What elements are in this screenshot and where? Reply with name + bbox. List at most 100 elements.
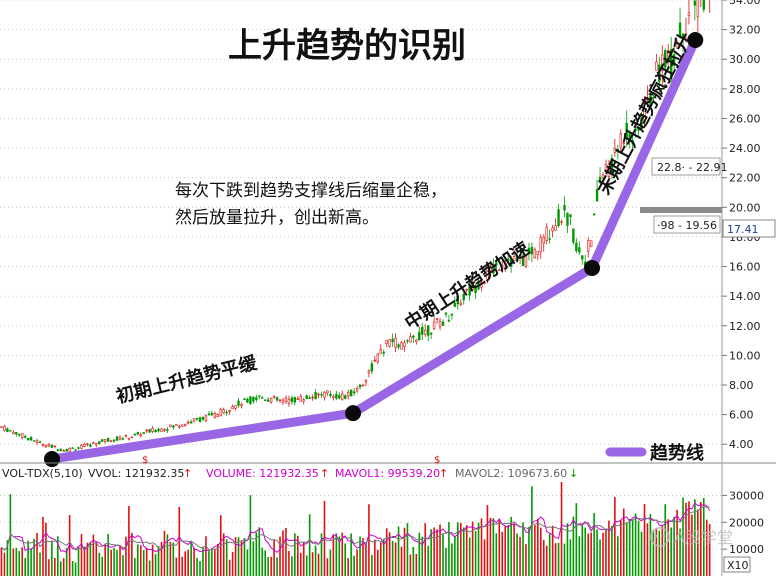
volume-bar — [699, 501, 702, 576]
candle-body — [551, 227, 554, 232]
vvol-arrow: ↑ — [183, 467, 192, 480]
candle-body — [438, 321, 442, 328]
volume-bar — [83, 547, 86, 576]
volume-bar — [297, 535, 299, 576]
candle-body — [501, 265, 504, 268]
volume-bar — [338, 536, 341, 576]
volume-bar — [258, 527, 261, 576]
volume-bar — [489, 517, 492, 576]
price-tick-label: 24.00 — [729, 142, 761, 155]
candle-body — [415, 339, 418, 342]
volume-bar — [193, 547, 195, 576]
price-box-1 — [651, 157, 721, 176]
price-tick-label: 6.00 — [729, 409, 754, 422]
candle-body — [572, 228, 575, 243]
volume-bar — [18, 550, 21, 576]
candle-body — [243, 398, 246, 400]
volume-bar — [101, 556, 104, 576]
volume-bar — [344, 543, 347, 576]
candle-body — [622, 142, 625, 145]
volume-bar — [184, 551, 187, 576]
volume-bar — [276, 557, 278, 576]
candle-body — [418, 331, 421, 341]
candle-body — [397, 344, 400, 348]
price-box-2 — [653, 215, 721, 234]
volume-bar — [113, 547, 115, 576]
candle-body — [527, 247, 531, 255]
volume-bar — [619, 520, 622, 576]
candle-body — [118, 436, 122, 441]
candle-body — [542, 236, 545, 244]
volume-bar — [513, 523, 515, 576]
volume-bar — [249, 495, 252, 576]
candle-body — [109, 440, 113, 443]
candle-body — [521, 255, 525, 267]
candle-body — [346, 392, 350, 397]
volume-bar — [51, 540, 53, 576]
volume-bar — [578, 536, 581, 576]
volume-bar — [575, 503, 578, 576]
volume-bar — [495, 533, 498, 576]
volume-bar — [326, 558, 329, 576]
volume-bar — [175, 557, 178, 576]
candle-body — [98, 441, 101, 444]
candle-body — [459, 302, 462, 305]
volume-bar — [231, 551, 234, 576]
candle-body — [266, 399, 270, 402]
price-tick-label: 26.00 — [729, 112, 761, 125]
volume-bar — [507, 525, 509, 576]
candle-body — [332, 396, 335, 399]
volume-bar — [596, 529, 598, 576]
volume-bar — [145, 547, 148, 576]
volume-bar — [637, 520, 640, 576]
volume-bar — [48, 559, 50, 576]
volume-bar — [234, 537, 237, 576]
candle-body — [524, 255, 528, 267]
volume-bar — [308, 514, 311, 576]
candle-body — [38, 441, 42, 443]
volume-bar — [670, 527, 672, 576]
candle-body — [47, 443, 51, 447]
price-box-2-text: ·98 - 19.56 — [657, 219, 717, 232]
volume-bar — [498, 519, 501, 576]
candle-body — [6, 428, 9, 432]
volume-bar — [21, 547, 24, 576]
volume-bar — [71, 560, 74, 576]
volume-bar — [705, 519, 708, 576]
candle-body — [545, 226, 548, 241]
volume-bar — [178, 506, 181, 576]
candle-body — [175, 424, 178, 426]
volume-bar — [599, 539, 601, 576]
candle-body — [296, 398, 300, 400]
volume-bar — [196, 557, 198, 576]
volume-bar — [362, 538, 364, 576]
candle-body — [509, 259, 513, 267]
volume-bar — [347, 558, 349, 576]
candle-body — [151, 427, 154, 432]
candle-body — [326, 390, 329, 394]
volume-bar — [406, 523, 409, 576]
candle-body — [421, 326, 424, 335]
volume-scale-box — [723, 556, 751, 573]
volume-header: VOL-TDX(5,10) VVOL: 121932.35 ↑ VOLUME: … — [2, 467, 578, 480]
candle-body — [672, 54, 676, 66]
candle-body — [62, 450, 65, 452]
candle-body — [237, 400, 240, 406]
volume-bar — [74, 562, 77, 576]
volume-bar — [631, 519, 634, 576]
candle-body — [637, 127, 640, 131]
candle-body — [255, 397, 258, 400]
trend-point — [43, 451, 60, 468]
volume-bar — [264, 550, 267, 576]
candle-body — [575, 242, 578, 252]
volume-bar — [211, 548, 213, 576]
volume-bar — [539, 527, 542, 576]
volume-tick-label: 20000 — [729, 516, 764, 529]
candle-body — [477, 280, 480, 290]
volume-bar — [128, 505, 130, 576]
vvol-value: VVOL: 121932.35 — [88, 467, 184, 480]
note-line-1: 每次下跌到趋势支撑线后缩量企稳， — [175, 181, 447, 201]
watermark: A股学堂 — [650, 527, 733, 547]
volume-bar — [566, 523, 569, 576]
candle-body — [483, 282, 486, 284]
